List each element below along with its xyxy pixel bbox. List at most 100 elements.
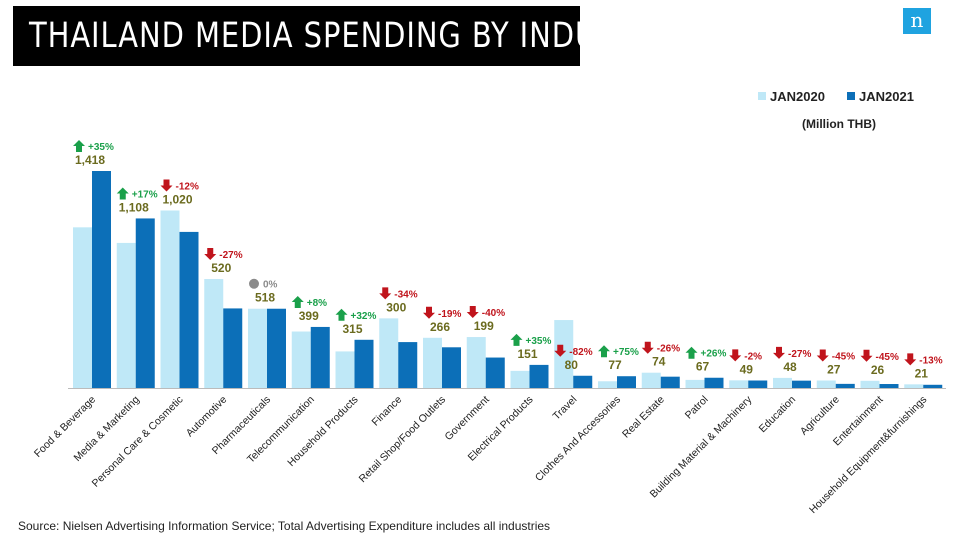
down-arrow-icon bbox=[423, 306, 435, 319]
change-label: +8% bbox=[307, 298, 327, 309]
up-arrow-icon bbox=[510, 333, 523, 346]
down-arrow-icon bbox=[204, 248, 217, 261]
bar-jan2021 bbox=[573, 375, 593, 388]
bar-jan2021 bbox=[792, 380, 811, 388]
bar-jan2020 bbox=[423, 337, 442, 388]
down-arrow-icon bbox=[466, 306, 479, 319]
legend-swatch-jan2021 bbox=[847, 92, 855, 100]
change-label: -40% bbox=[482, 308, 505, 319]
category-label: Retail Shop/Food Outlets bbox=[357, 394, 448, 485]
bar-jan2020 bbox=[641, 372, 661, 388]
bar-jan2020 bbox=[860, 380, 880, 388]
value-label: 399 bbox=[299, 309, 319, 323]
category-label: Personal Care & Cosmetic bbox=[90, 394, 186, 490]
change-label: -27% bbox=[219, 250, 242, 261]
up-arrow-icon bbox=[335, 308, 348, 321]
category-label: Agriculture bbox=[798, 394, 842, 438]
category-label: Patrol bbox=[683, 394, 711, 422]
value-label: 315 bbox=[342, 322, 362, 336]
category-label: Education bbox=[757, 394, 799, 436]
bar-jan2021 bbox=[179, 231, 199, 388]
change-label: -26% bbox=[657, 344, 680, 355]
value-label: 77 bbox=[608, 358, 622, 372]
chart-title: THAILAND MEDIA SPENDING BY INDUSTRY bbox=[29, 16, 673, 56]
title-banner: THAILAND MEDIA SPENDING BY INDUSTRY bbox=[13, 6, 672, 66]
legend-item-jan2021: JAN2021 bbox=[847, 89, 914, 104]
up-arrow-icon bbox=[116, 187, 129, 200]
bar-jan2021 bbox=[354, 339, 374, 388]
down-arrow-icon bbox=[160, 179, 173, 192]
value-label: 300 bbox=[386, 300, 406, 314]
category-label: Real Estate bbox=[620, 394, 667, 441]
bar-jan2021 bbox=[748, 380, 768, 388]
value-label: 518 bbox=[255, 291, 275, 305]
bar-jan2021 bbox=[398, 342, 418, 388]
up-arrow-icon bbox=[73, 140, 85, 152]
bar-jan2020 bbox=[554, 320, 574, 388]
change-label: -34% bbox=[394, 289, 417, 300]
change-label: +17% bbox=[132, 189, 158, 200]
change-label: -82% bbox=[569, 347, 592, 358]
bar-jan2020 bbox=[335, 351, 355, 388]
bar-jan2020 bbox=[773, 377, 792, 388]
bar-jan2020 bbox=[685, 379, 705, 388]
bar-jan2020 bbox=[204, 279, 224, 388]
bar-jan2020 bbox=[379, 318, 399, 388]
units-label: (Million THB) bbox=[802, 117, 876, 131]
value-label: 27 bbox=[827, 363, 841, 377]
value-label: 520 bbox=[211, 261, 231, 275]
value-label: 151 bbox=[517, 347, 537, 361]
category-label: Travel bbox=[551, 394, 580, 423]
change-label: -27% bbox=[788, 349, 811, 360]
down-arrow-icon bbox=[729, 349, 742, 362]
value-label: 48 bbox=[783, 360, 797, 374]
change-label: +32% bbox=[351, 311, 377, 322]
bar-jan2020 bbox=[73, 227, 92, 388]
bar-jan2020 bbox=[291, 331, 311, 388]
category-label: Automotive bbox=[184, 394, 230, 440]
legend-swatch-jan2020 bbox=[758, 92, 766, 100]
legend-label-jan2021: JAN2021 bbox=[859, 89, 914, 104]
change-label: -2% bbox=[744, 351, 762, 362]
bar-jan2021 bbox=[529, 364, 549, 388]
up-arrow-icon bbox=[685, 346, 698, 359]
bar-jan2021 bbox=[660, 376, 680, 388]
category-label: Clothes And Accessories bbox=[533, 394, 623, 484]
down-arrow-icon bbox=[816, 349, 829, 362]
bar-jan2021 bbox=[310, 326, 330, 388]
down-arrow-icon bbox=[379, 287, 392, 300]
value-label: 1,418 bbox=[75, 153, 105, 167]
change-label: +35% bbox=[526, 336, 552, 347]
neutral-dot-icon bbox=[249, 278, 259, 289]
bar-jan2020 bbox=[904, 384, 924, 388]
change-label: +26% bbox=[701, 349, 727, 360]
bar-jan2021 bbox=[617, 376, 636, 388]
bar-jan2020 bbox=[510, 370, 530, 388]
legend-item-jan2020: JAN2020 bbox=[758, 89, 825, 104]
value-label: 1,108 bbox=[119, 200, 149, 214]
value-label: 199 bbox=[474, 319, 494, 333]
value-label: 74 bbox=[652, 355, 666, 369]
bar-jan2021 bbox=[267, 308, 286, 388]
source-note: Source: Nielsen Advertising Information … bbox=[18, 519, 551, 533]
bar-jan2021 bbox=[704, 377, 724, 388]
bar-jan2021 bbox=[92, 171, 111, 388]
bar-jan2021 bbox=[923, 384, 943, 388]
bar-jan2021 bbox=[879, 384, 899, 388]
bar-jan2021 bbox=[835, 383, 855, 388]
up-arrow-icon bbox=[598, 345, 610, 358]
value-label: 67 bbox=[696, 360, 710, 374]
change-label: -13% bbox=[919, 355, 942, 366]
value-label: 26 bbox=[871, 363, 885, 377]
bar-jan2021 bbox=[485, 357, 505, 388]
value-label: 49 bbox=[740, 362, 754, 376]
change-label: +75% bbox=[613, 347, 639, 358]
down-arrow-icon bbox=[773, 346, 785, 359]
legend-label-jan2020: JAN2020 bbox=[770, 89, 825, 104]
bar-jan2020 bbox=[248, 308, 267, 388]
down-arrow-icon bbox=[904, 353, 917, 366]
change-label: 0% bbox=[263, 280, 278, 291]
down-arrow-icon bbox=[860, 349, 873, 362]
value-label: 21 bbox=[915, 366, 929, 380]
